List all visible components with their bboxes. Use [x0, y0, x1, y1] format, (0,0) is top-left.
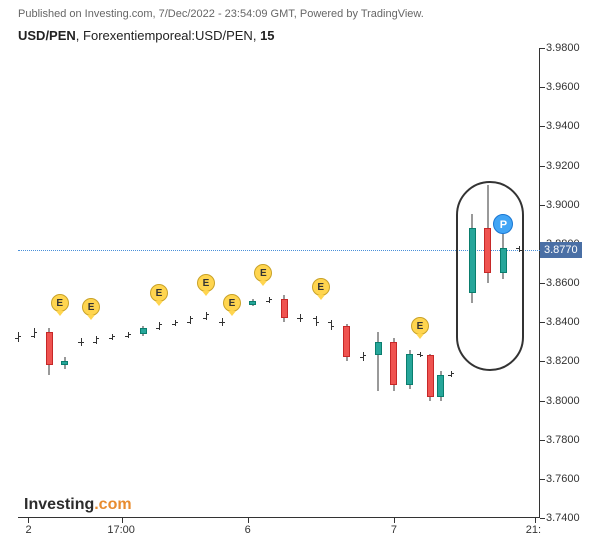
y-axis-label: 3.7800: [546, 434, 580, 446]
y-axis-label: 3.7400: [546, 512, 580, 524]
symbol-interval: 15: [260, 28, 274, 43]
event-marker[interactable]: E: [411, 317, 429, 335]
event-marker[interactable]: E: [197, 274, 215, 292]
event-marker[interactable]: E: [82, 298, 100, 316]
y-axis-label: 3.9200: [546, 160, 580, 172]
y-axis-label: 3.7600: [546, 473, 580, 485]
x-axis-label: 17:00: [107, 524, 135, 536]
x-axis-label: 6: [245, 524, 251, 536]
y-axis-label: 3.9000: [546, 199, 580, 211]
symbol-line: USD/PEN, Forexentiemporeal:USD/PEN, 15: [18, 28, 275, 43]
x-axis-label: 21:: [526, 524, 541, 536]
y-axis-label: 3.8600: [546, 277, 580, 289]
symbol-source: Forexentiemporeal:USD/PEN: [83, 28, 253, 43]
y-axis-label: 3.8000: [546, 395, 580, 407]
y-axis-label: 3.9800: [546, 42, 580, 54]
publish-header: Published on Investing.com, 7/Dec/2022 -…: [18, 8, 424, 20]
event-marker[interactable]: E: [312, 278, 330, 296]
y-axis-label: 3.9600: [546, 81, 580, 93]
x-axis-label: 2: [25, 524, 31, 536]
price-tag: 3.8770: [540, 242, 582, 258]
event-marker[interactable]: E: [223, 294, 241, 312]
annotation-oval: [456, 181, 524, 371]
y-axis-label: 3.9400: [546, 120, 580, 132]
event-marker[interactable]: E: [254, 264, 272, 282]
x-axis-label: 7: [391, 524, 397, 536]
event-marker[interactable]: E: [150, 284, 168, 302]
investing-logo: Investing.com: [24, 496, 132, 514]
event-marker[interactable]: E: [51, 294, 69, 312]
y-axis-label: 3.8200: [546, 355, 580, 367]
symbol-pair: USD/PEN: [18, 28, 76, 43]
y-axis-label: 3.8400: [546, 316, 580, 328]
